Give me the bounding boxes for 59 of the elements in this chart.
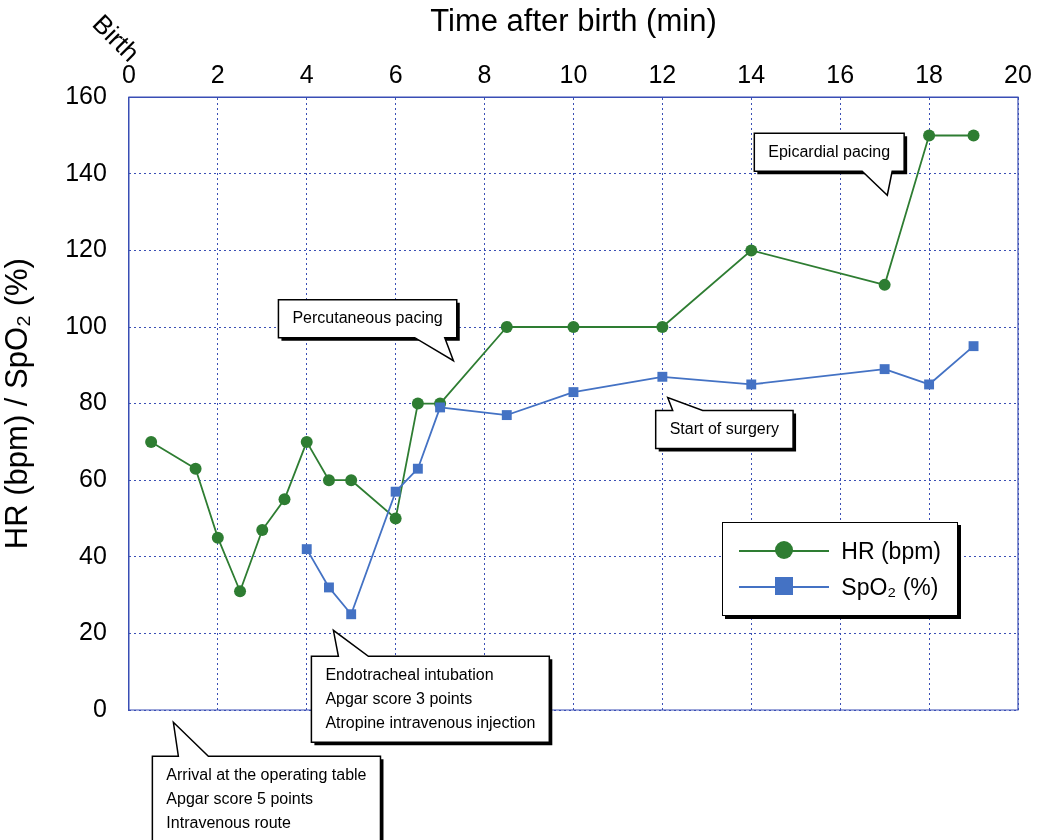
y-tick-label: 120 bbox=[65, 234, 107, 263]
point bbox=[567, 321, 580, 333]
y-tick-label: 160 bbox=[65, 81, 107, 110]
point bbox=[923, 129, 936, 142]
point bbox=[435, 402, 446, 413]
point bbox=[878, 278, 891, 291]
point bbox=[411, 397, 424, 410]
y-tick-label: 100 bbox=[65, 310, 107, 339]
point bbox=[324, 582, 334, 593]
point bbox=[301, 544, 312, 555]
x-tick-label: 10 bbox=[559, 60, 588, 89]
y-tick-label: 20 bbox=[79, 617, 107, 646]
annotation: Start of surgery bbox=[669, 419, 780, 437]
point bbox=[746, 379, 757, 390]
point bbox=[412, 463, 423, 474]
point bbox=[500, 321, 513, 333]
point bbox=[390, 486, 401, 497]
text: Arrival at the operating table Apgar score 5 points Intravenous route bbox=[166, 765, 367, 831]
x-tick-label: 8 bbox=[477, 60, 492, 89]
x-tick-label: 6 bbox=[388, 60, 403, 89]
x-tick-label: 4 bbox=[299, 60, 314, 89]
point bbox=[300, 435, 313, 448]
legend-label: SpO₂ (%) bbox=[841, 573, 939, 601]
point bbox=[924, 379, 935, 390]
annotation: Endotracheal intubation Apgar score 3 points Atropine intravenous injection bbox=[325, 665, 536, 731]
point bbox=[256, 523, 269, 536]
point bbox=[211, 531, 224, 544]
point bbox=[234, 585, 247, 598]
point bbox=[879, 364, 890, 375]
point bbox=[568, 387, 579, 398]
point bbox=[657, 371, 668, 382]
x-tick-label: 16 bbox=[826, 60, 855, 89]
annotation: Epicardial pacing bbox=[768, 142, 891, 160]
x-tick-label: 18 bbox=[915, 60, 943, 89]
annotation: Percutaneous pacing bbox=[292, 309, 443, 327]
y-tick-label: 80 bbox=[79, 387, 107, 416]
x-tick-label: 2 bbox=[210, 60, 225, 89]
legend-label: HR (bpm) bbox=[841, 537, 941, 565]
point bbox=[968, 341, 979, 352]
y-axis-title: HR (bpm) / SpO₂ (%) bbox=[0, 258, 35, 550]
y-tick-label: 60 bbox=[79, 464, 107, 493]
point bbox=[322, 474, 335, 487]
point bbox=[656, 321, 669, 333]
point bbox=[346, 609, 357, 620]
point bbox=[745, 244, 758, 257]
point bbox=[278, 493, 291, 506]
point bbox=[189, 462, 202, 475]
x-tick-label: 20 bbox=[1004, 60, 1032, 89]
y-tick-label: 140 bbox=[65, 157, 107, 186]
point bbox=[145, 435, 158, 448]
point bbox=[501, 410, 512, 421]
x-axis-title: Time after birth (min) bbox=[430, 3, 717, 39]
x-tick-label: 12 bbox=[648, 60, 677, 89]
point bbox=[345, 474, 358, 487]
point bbox=[389, 512, 402, 525]
point bbox=[967, 129, 980, 142]
y-tick-label: 40 bbox=[79, 540, 107, 569]
x-tick-label: 14 bbox=[737, 60, 766, 89]
y-tick-label: 0 bbox=[93, 693, 107, 722]
